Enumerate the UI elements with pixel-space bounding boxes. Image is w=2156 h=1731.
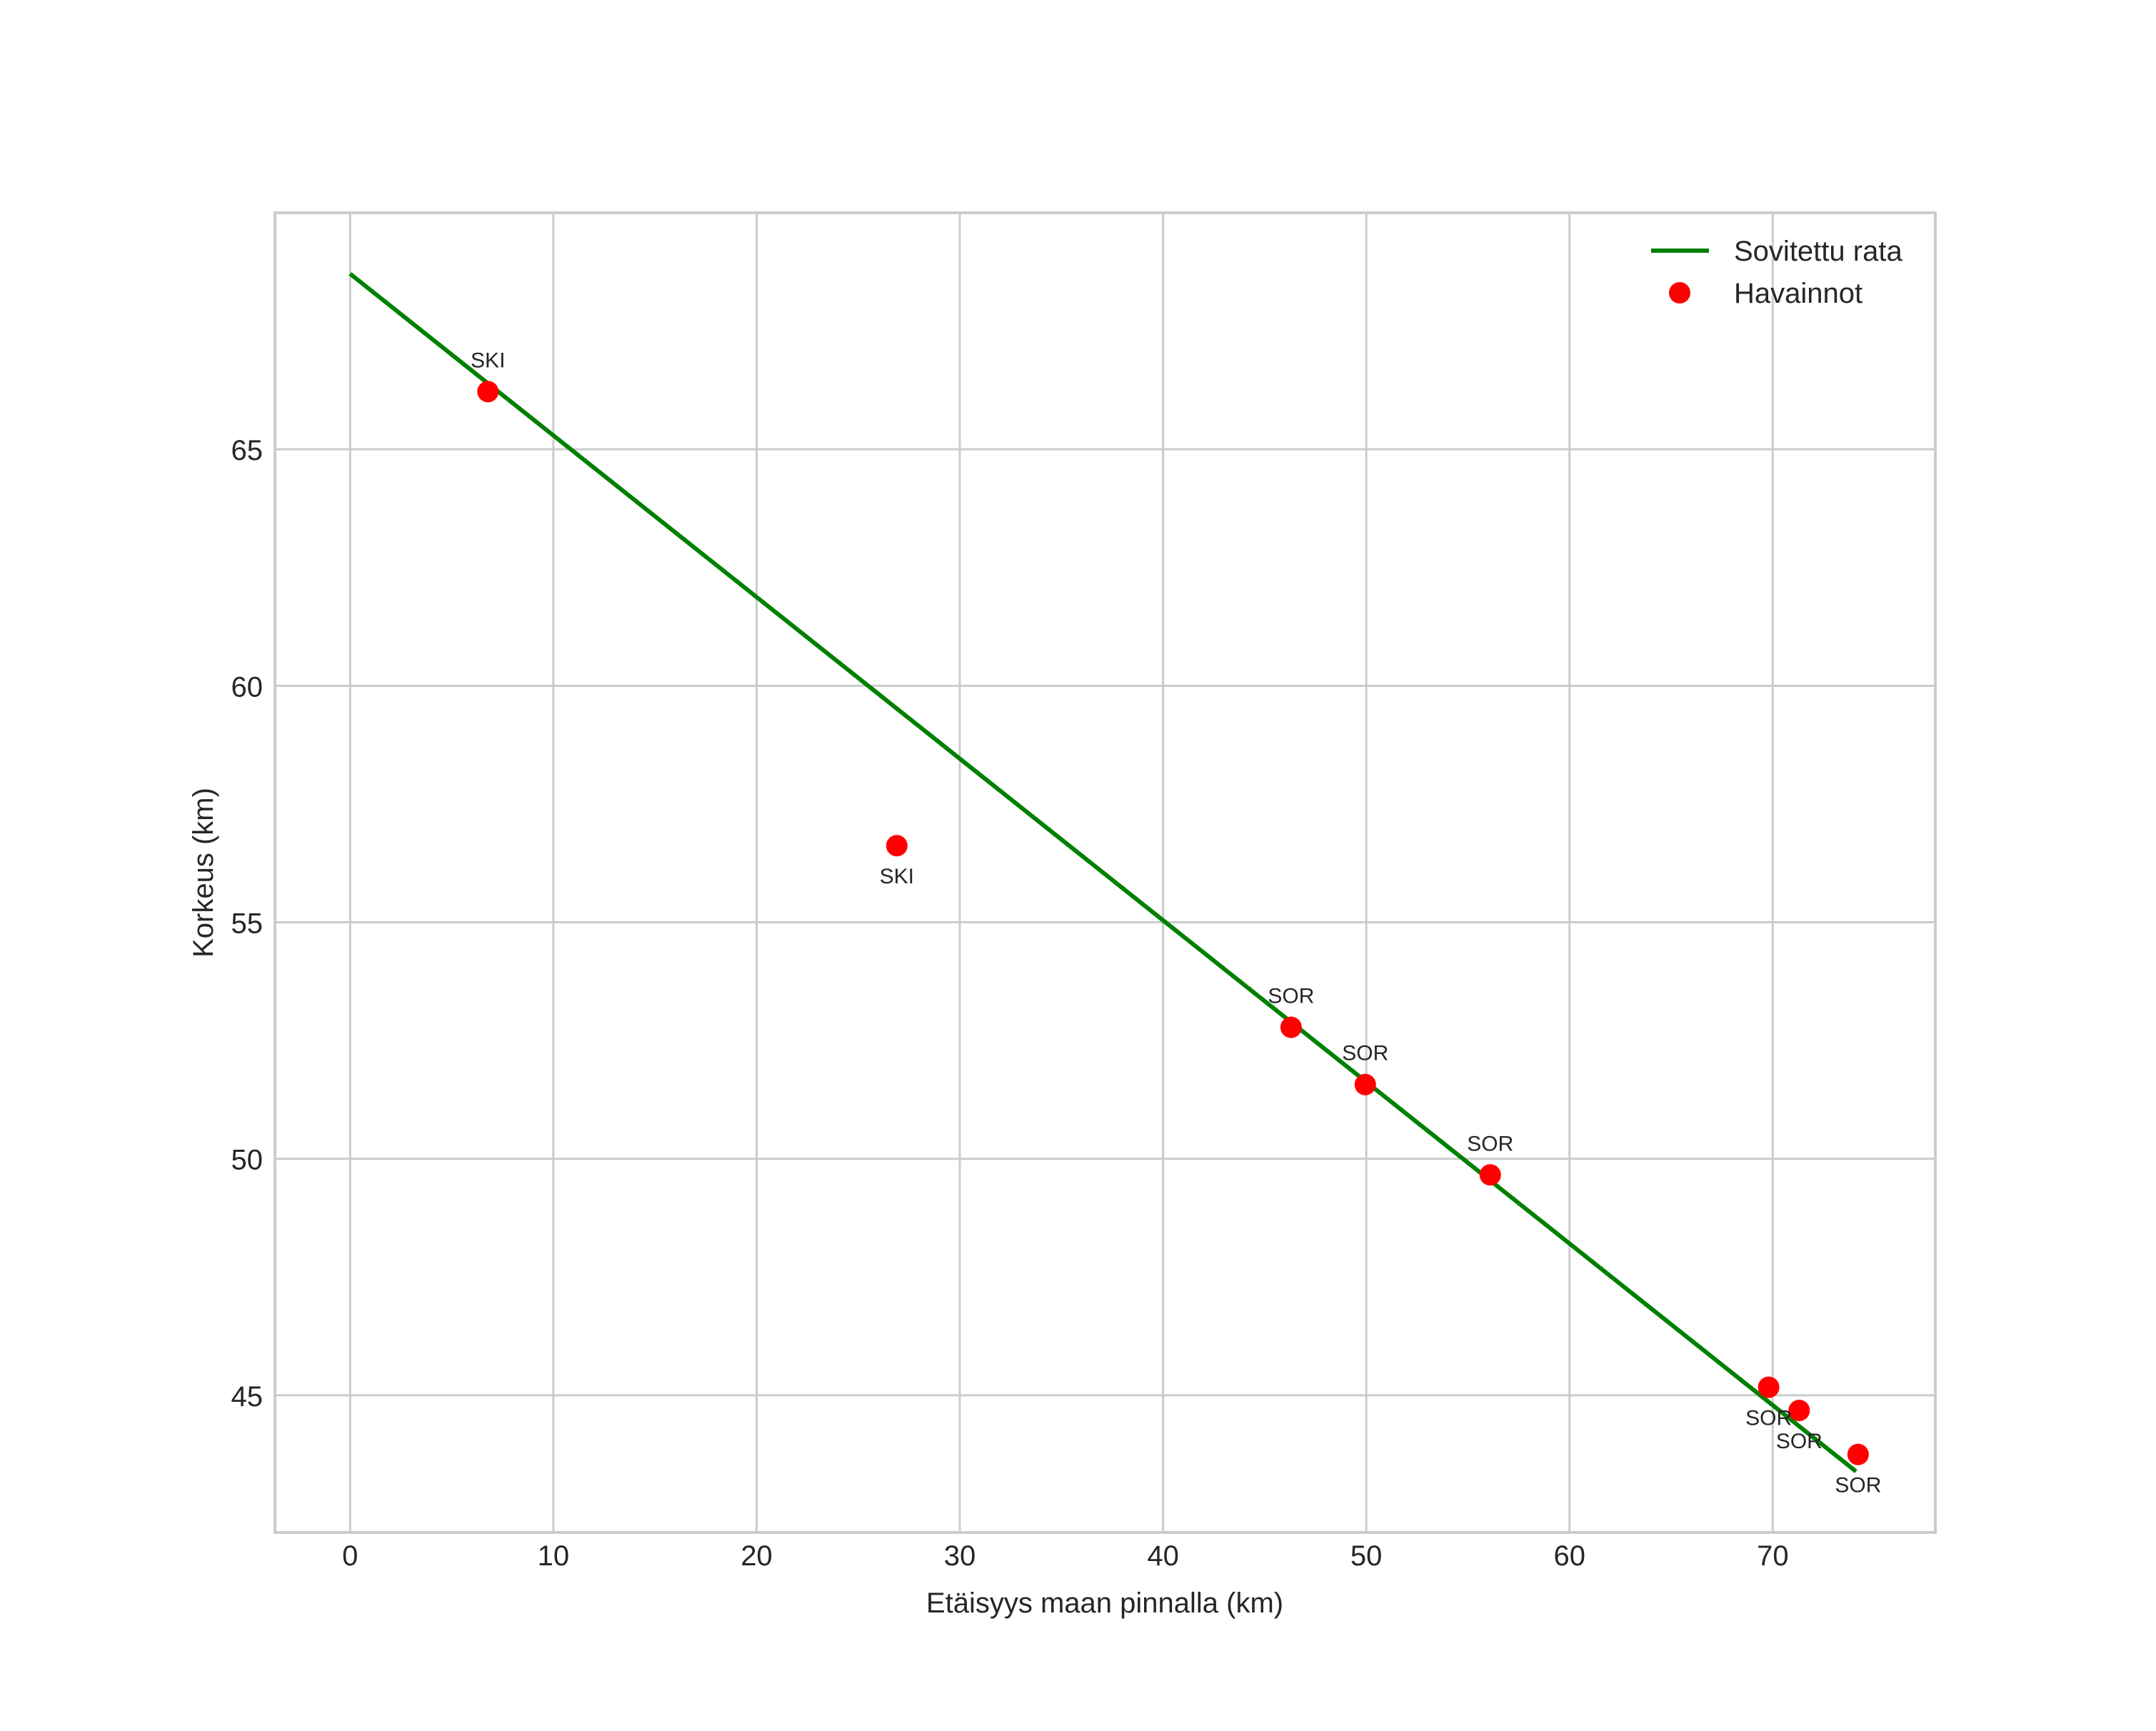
grid-lines bbox=[275, 213, 1935, 1532]
legend-dot-swatch bbox=[1669, 282, 1690, 303]
observation-point bbox=[1280, 1016, 1302, 1038]
observation-station-label: SKI bbox=[471, 348, 505, 372]
x-tick-label: 10 bbox=[538, 1540, 570, 1572]
x-tick-label: 70 bbox=[1757, 1540, 1789, 1572]
plot-series bbox=[349, 272, 1869, 1473]
observation-point bbox=[1479, 1164, 1501, 1186]
y-axis-label: Korkeus (km) bbox=[188, 788, 219, 958]
x-tick-label: 40 bbox=[1147, 1540, 1179, 1572]
observation-station-label: SOR bbox=[1342, 1042, 1388, 1065]
x-tick-label: 60 bbox=[1554, 1540, 1586, 1572]
observation-point bbox=[1847, 1443, 1869, 1465]
x-axis-ticks: 0 10 20 30 40 50 60 70 bbox=[342, 1540, 1788, 1572]
observation-point bbox=[1788, 1400, 1810, 1422]
y-tick-label: 55 bbox=[231, 908, 264, 940]
observation-station-label: SOR bbox=[1745, 1407, 1792, 1430]
observation-point bbox=[1354, 1073, 1376, 1095]
legend: Sovitettu rata Havainnot bbox=[1651, 236, 1902, 309]
fitted-trajectory-line bbox=[349, 272, 1857, 1473]
legend-label-observations: Havainnot bbox=[1734, 278, 1862, 309]
observation-station-label: SKI bbox=[880, 865, 914, 888]
legend-label-fit: Sovitettu rata bbox=[1734, 236, 1902, 267]
observation-station-label: SOR bbox=[1776, 1430, 1822, 1453]
y-tick-label: 65 bbox=[231, 435, 264, 466]
observation-station-label: SOR bbox=[1467, 1132, 1513, 1155]
observation-point bbox=[477, 381, 499, 403]
observation-station-label: SOR bbox=[1835, 1474, 1881, 1497]
y-axis-ticks: 45 50 55 60 65 bbox=[231, 435, 264, 1413]
observation-point bbox=[886, 835, 908, 857]
y-tick-label: 45 bbox=[231, 1381, 264, 1413]
observation-point bbox=[1758, 1376, 1780, 1398]
x-axis-label: Etäisyys maan pinnalla (km) bbox=[926, 1587, 1283, 1619]
plot-frame bbox=[274, 211, 1937, 1534]
x-tick-label: 0 bbox=[342, 1540, 358, 1572]
y-tick-label: 60 bbox=[231, 671, 264, 703]
x-tick-label: 30 bbox=[944, 1540, 976, 1572]
y-tick-label: 50 bbox=[231, 1145, 264, 1176]
observation-station-label: SOR bbox=[1268, 985, 1314, 1008]
x-tick-label: 50 bbox=[1350, 1540, 1383, 1572]
x-tick-label: 20 bbox=[741, 1540, 773, 1572]
